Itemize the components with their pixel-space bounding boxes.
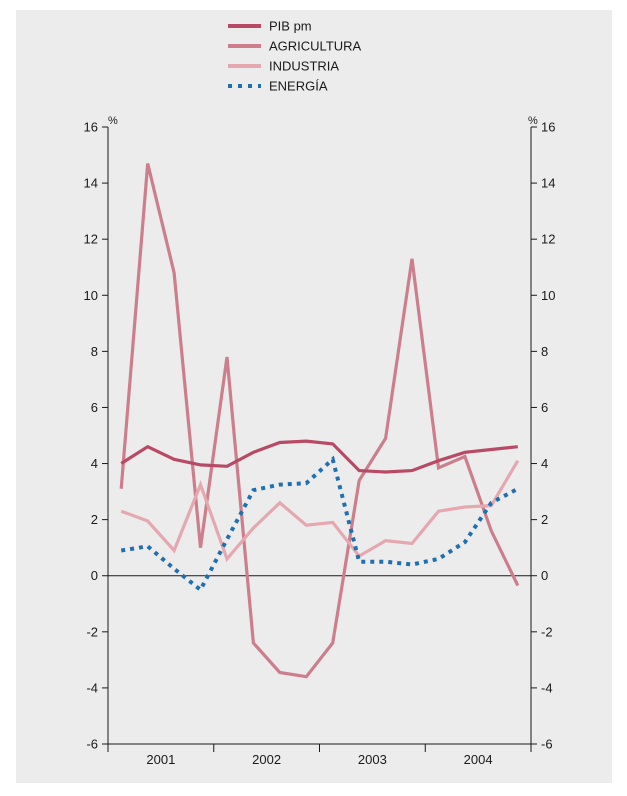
left-y-tick-label: 10	[84, 288, 98, 303]
legend-label: ENERGÍA	[269, 79, 328, 94]
right-y-tick-label: 14	[541, 176, 555, 191]
line-chart: PIB pm AGRICULTURA INDUSTRIA ENERGÍA % % -6…	[84, 19, 556, 768]
x-year-label: 2004	[464, 752, 493, 767]
left-y-tick-label: 12	[84, 232, 98, 247]
x-year-label: 2003	[358, 752, 387, 767]
chart-panel: PIB pm AGRICULTURA INDUSTRIA ENERGÍA % % -6…	[16, 10, 612, 783]
x-axis-labels: 2001 2002 2003 2004	[146, 752, 492, 767]
series-line-4	[120, 455, 519, 593]
right-y-tick-label: -2	[541, 624, 553, 639]
left-y-tick-label: 4	[91, 456, 98, 471]
series-layer	[119, 163, 520, 679]
left-y-tick-label: -6	[86, 737, 98, 752]
right-y-tick-label: 12	[541, 232, 555, 247]
right-y-tick-label: 0	[541, 568, 548, 583]
left-y-tick-label: 2	[91, 512, 98, 527]
legend-label: INDUSTRIA	[269, 59, 339, 74]
left-y-tick-label: 14	[84, 176, 98, 191]
right-y-tick-label: 16	[541, 120, 555, 135]
right-y-tick-label: 2	[541, 512, 548, 527]
right-y-tick-label: 4	[541, 456, 548, 471]
right-y-tick-label: -6	[541, 737, 553, 752]
left-y-tick-label: 6	[91, 400, 98, 415]
right-y-tick-label: 8	[541, 344, 548, 359]
left-y-tick-label: 16	[84, 120, 98, 135]
right-y-tick-label: -4	[541, 680, 553, 695]
left-y-tick-label: 8	[91, 344, 98, 359]
right-unit-label: %	[528, 115, 538, 127]
right-y-tick-label: 10	[541, 288, 555, 303]
left-y-tick-label: 0	[91, 568, 98, 583]
series-line-2	[119, 163, 520, 679]
axes: -6 -6 -4 -4 -2 -2 0 0 2 2 4 4 6 6 8 8 10 10 12 12 14 14 16 16	[84, 120, 555, 752]
left-y-tick-label: -2	[86, 624, 98, 639]
series-line-3	[120, 459, 520, 563]
left-y-tick-label: -4	[86, 680, 98, 695]
series-line-1	[120, 439, 518, 474]
legend-label: AGRICULTURA	[269, 39, 362, 54]
legend: PIB pm AGRICULTURA INDUSTRIA ENERGÍA	[228, 19, 362, 94]
x-year-label: 2002	[252, 752, 281, 767]
legend-label: PIB pm	[269, 19, 312, 34]
left-unit-label: %	[108, 115, 118, 127]
x-year-label: 2001	[146, 752, 175, 767]
right-y-tick-label: 6	[541, 400, 548, 415]
